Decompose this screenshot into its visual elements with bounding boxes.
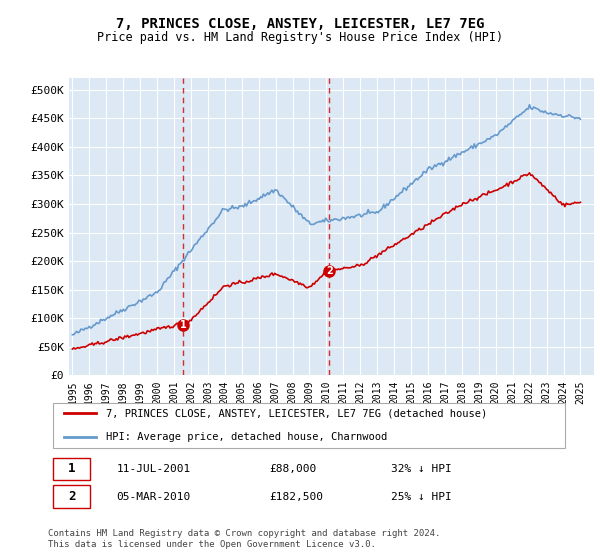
Text: 25% ↓ HPI: 25% ↓ HPI [391, 492, 452, 502]
Text: 1: 1 [179, 320, 187, 330]
Text: Contains HM Land Registry data © Crown copyright and database right 2024.
This d: Contains HM Land Registry data © Crown c… [48, 529, 440, 549]
Text: 7, PRINCES CLOSE, ANSTEY, LEICESTER, LE7 7EG (detached house): 7, PRINCES CLOSE, ANSTEY, LEICESTER, LE7… [106, 408, 487, 418]
Text: 1: 1 [68, 463, 76, 475]
Text: Price paid vs. HM Land Registry's House Price Index (HPI): Price paid vs. HM Land Registry's House … [97, 31, 503, 44]
FancyBboxPatch shape [53, 403, 565, 448]
Text: 32% ↓ HPI: 32% ↓ HPI [391, 464, 452, 474]
Text: 7, PRINCES CLOSE, ANSTEY, LEICESTER, LE7 7EG: 7, PRINCES CLOSE, ANSTEY, LEICESTER, LE7… [116, 17, 484, 31]
Text: £182,500: £182,500 [270, 492, 324, 502]
Text: 11-JUL-2001: 11-JUL-2001 [116, 464, 191, 474]
Text: 2: 2 [326, 266, 332, 276]
Text: £88,000: £88,000 [270, 464, 317, 474]
Text: 2: 2 [68, 490, 76, 503]
FancyBboxPatch shape [53, 486, 90, 508]
Text: HPI: Average price, detached house, Charnwood: HPI: Average price, detached house, Char… [106, 432, 388, 442]
Text: 05-MAR-2010: 05-MAR-2010 [116, 492, 191, 502]
FancyBboxPatch shape [53, 458, 90, 480]
